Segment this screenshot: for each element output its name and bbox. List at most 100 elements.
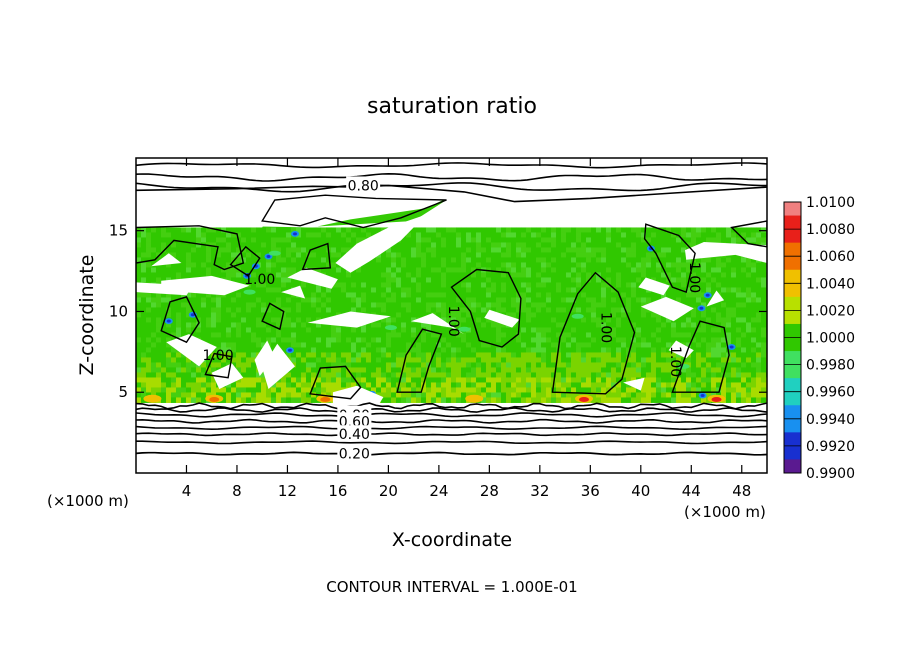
field-cell (291, 237, 297, 243)
contour-label-text: 0.40 (339, 427, 370, 443)
field-cell (201, 232, 207, 238)
field-cell (426, 382, 432, 388)
field-cell (421, 397, 427, 403)
field-cell (216, 337, 222, 343)
field-cell (266, 257, 272, 263)
field-cell (256, 392, 262, 398)
field-cell (311, 302, 317, 308)
field-cell (136, 387, 142, 393)
field-cell (681, 297, 687, 303)
field-cell (671, 352, 677, 358)
field-cell (751, 347, 757, 353)
field-cell (446, 287, 452, 293)
field-cell (176, 362, 182, 368)
field-cell (621, 312, 627, 318)
field-cell (346, 272, 352, 278)
field-cell (516, 332, 522, 338)
field-cell (511, 307, 517, 313)
field-cell (396, 307, 402, 313)
field-cell (716, 317, 722, 323)
field-cell (701, 357, 707, 363)
field-cell (571, 397, 577, 403)
field-cell (176, 372, 182, 378)
field-cell (396, 397, 402, 403)
field-cell (476, 282, 482, 288)
contour-label-text: 1.00 (667, 346, 683, 377)
field-cell (266, 287, 272, 293)
field-cell (401, 267, 407, 273)
field-cell (671, 372, 677, 378)
field-cell (606, 257, 612, 263)
field-cell (711, 327, 717, 333)
field-cell (526, 272, 532, 278)
field-cell (601, 357, 607, 363)
field-cell (456, 292, 462, 298)
field-cell (216, 232, 222, 238)
field-cell (481, 357, 487, 363)
field-cell (406, 247, 412, 253)
field-cell (721, 262, 727, 268)
field-cell (676, 262, 682, 268)
field-cell (266, 322, 272, 328)
field-cell (756, 332, 762, 338)
field-cell (476, 372, 482, 378)
field-cell (201, 257, 207, 263)
field-cell (186, 302, 192, 308)
field-cell (466, 277, 472, 283)
field-cell (236, 387, 242, 393)
field-cell (551, 357, 557, 363)
field-cell (416, 392, 422, 398)
field-cell (396, 332, 402, 338)
field-cell (651, 357, 657, 363)
field-cell (191, 237, 197, 243)
field-cell (756, 382, 762, 388)
field-cell (361, 307, 367, 313)
field-cell (521, 357, 527, 363)
field-cell (376, 282, 382, 288)
field-cell (661, 322, 667, 328)
field-cell (386, 317, 392, 323)
field-cell (566, 237, 572, 243)
field-cell (611, 302, 617, 308)
field-cell (196, 242, 202, 248)
field-cell (656, 247, 662, 253)
field-cell (411, 362, 417, 368)
field-cell (736, 227, 742, 233)
field-cell (311, 387, 317, 393)
field-cell (396, 272, 402, 278)
field-cell (161, 377, 167, 383)
field-cell (296, 377, 302, 383)
field-cell (726, 337, 732, 343)
field-cell (181, 377, 187, 383)
field-cell (651, 342, 657, 348)
field-cell (236, 307, 242, 313)
field-cell (146, 292, 152, 298)
field-cell (436, 332, 442, 338)
field-cell (381, 382, 387, 388)
field-cell (236, 292, 242, 298)
field-cell (206, 367, 212, 373)
field-cell (756, 352, 762, 358)
field-cell (381, 332, 387, 338)
field-cell (751, 362, 757, 368)
field-cell (606, 382, 612, 388)
field-cell (761, 392, 767, 398)
field-cell (631, 237, 637, 243)
field-cell (301, 377, 307, 383)
field-cell (536, 257, 542, 263)
field-cell (291, 392, 297, 398)
field-cell (211, 242, 217, 248)
field-cell (681, 267, 687, 273)
field-cell (291, 377, 297, 383)
field-cell (216, 327, 222, 333)
field-cell (246, 292, 252, 298)
field-cell (531, 307, 537, 313)
field-cell (716, 357, 722, 363)
field-cell (631, 367, 637, 373)
field-cell (396, 367, 402, 373)
field-cell (561, 282, 567, 288)
field-cell (746, 367, 752, 373)
field-cell (581, 372, 587, 378)
field-cell (676, 292, 682, 298)
field-cell (216, 357, 222, 363)
